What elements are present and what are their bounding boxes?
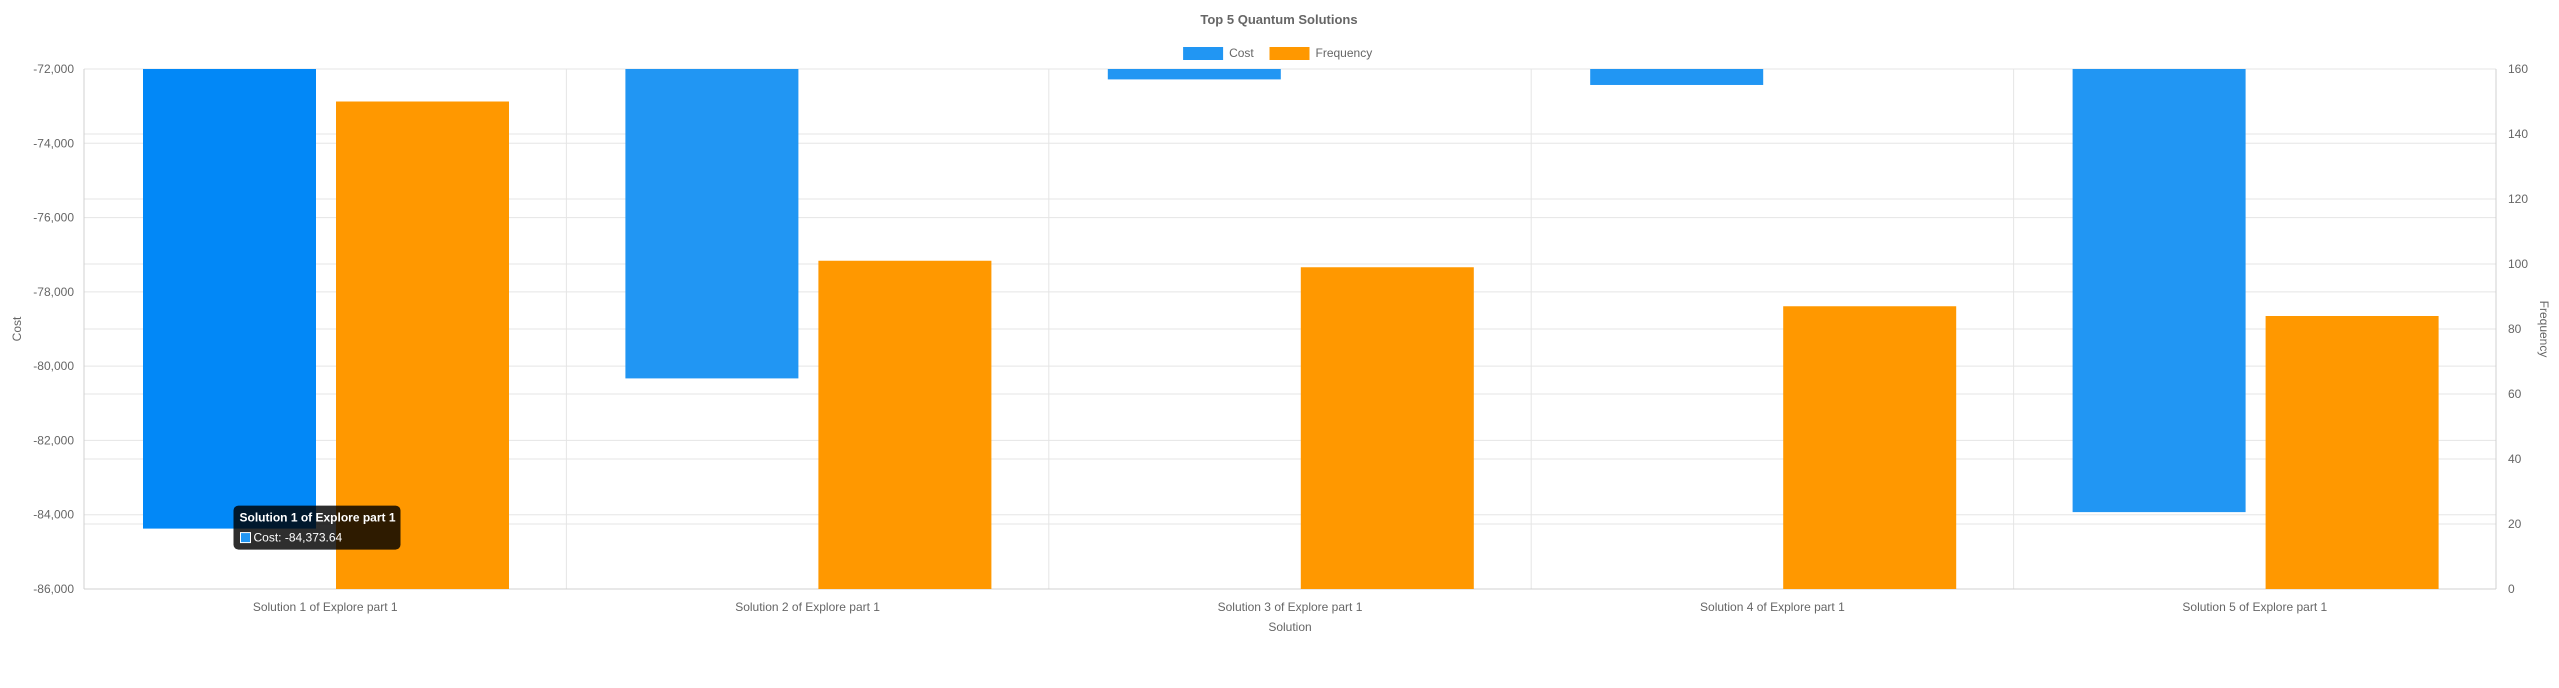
y-tick-label: -86,000 bbox=[33, 582, 74, 596]
x-tick-label: Solution 4 of Explore part 1 bbox=[1700, 600, 1845, 614]
y2-tick-label: 20 bbox=[2508, 517, 2522, 531]
x-axis-ticks: Solution 1 of Explore part 1 Solution 2 o… bbox=[253, 600, 2328, 614]
tooltip-box bbox=[233, 505, 401, 550]
right-axis-ticks: 160 140 120 100 80 60 40 20 0 bbox=[2508, 62, 2528, 596]
y2-tick-label: 40 bbox=[2508, 452, 2522, 466]
x-tick-label: Solution 5 of Explore part 1 bbox=[2182, 600, 2327, 614]
y2-tick-label: 80 bbox=[2508, 322, 2522, 336]
y-tick-label: -82,000 bbox=[33, 433, 74, 447]
bar-cost bbox=[1590, 69, 1764, 85]
y-axis-label: Cost bbox=[10, 316, 24, 341]
y-tick-label: -74,000 bbox=[33, 136, 74, 150]
legend-label: Frequency bbox=[1316, 46, 1373, 60]
y-tick-label: -78,000 bbox=[33, 285, 74, 299]
legend-swatch bbox=[1183, 47, 1224, 60]
tooltip: Solution 1 of Explore part 1 Cost: -84,37… bbox=[233, 505, 401, 550]
tooltip-swatch bbox=[240, 532, 251, 544]
legend-swatch bbox=[1269, 47, 1310, 60]
bars bbox=[143, 69, 2439, 589]
y2-axis-label: Frequency bbox=[2537, 301, 2551, 358]
y2-tick-label: 160 bbox=[2508, 62, 2528, 76]
bar-frequency bbox=[818, 260, 992, 589]
y2-tick-label: 0 bbox=[2508, 582, 2515, 596]
y2-tick-label: 140 bbox=[2508, 127, 2528, 141]
bar-cost bbox=[625, 69, 799, 379]
y-tick-label: -76,000 bbox=[33, 211, 74, 225]
bar-cost bbox=[143, 69, 316, 529]
y2-tick-label: 120 bbox=[2508, 192, 2528, 206]
y-tick-label: -72,000 bbox=[33, 62, 74, 76]
x-axis-label: Solution bbox=[1268, 620, 1311, 634]
bar-frequency bbox=[1300, 267, 1474, 589]
y-tick-label: -80,000 bbox=[33, 359, 74, 373]
y-tick-label: -84,000 bbox=[33, 508, 74, 522]
x-tick-label: Solution 3 of Explore part 1 bbox=[1218, 600, 1363, 614]
bar-frequency bbox=[1783, 306, 1957, 589]
legend-label: Cost bbox=[1229, 46, 1254, 60]
x-tick-label: Solution 2 of Explore part 1 bbox=[735, 600, 880, 614]
x-tick-label: Solution 1 of Explore part 1 bbox=[253, 600, 398, 614]
y2-tick-label: 60 bbox=[2508, 387, 2522, 401]
tooltip-body: Cost: -84,373.64 bbox=[254, 531, 343, 545]
tooltip-title: Solution 1 of Explore part 1 bbox=[240, 511, 396, 525]
left-axis-ticks: -72,000 -74,000 -76,000 -78,000 -80,000 -82,0… bbox=[33, 62, 74, 596]
legend: Cost Frequency bbox=[1183, 46, 1372, 60]
chart-title: Top 5 Quantum Solutions bbox=[1200, 12, 1357, 27]
bar-frequency bbox=[2265, 316, 2439, 589]
y2-tick-label: 100 bbox=[2508, 257, 2528, 271]
bar-cost bbox=[1107, 69, 1281, 80]
bar-cost bbox=[2072, 69, 2246, 513]
